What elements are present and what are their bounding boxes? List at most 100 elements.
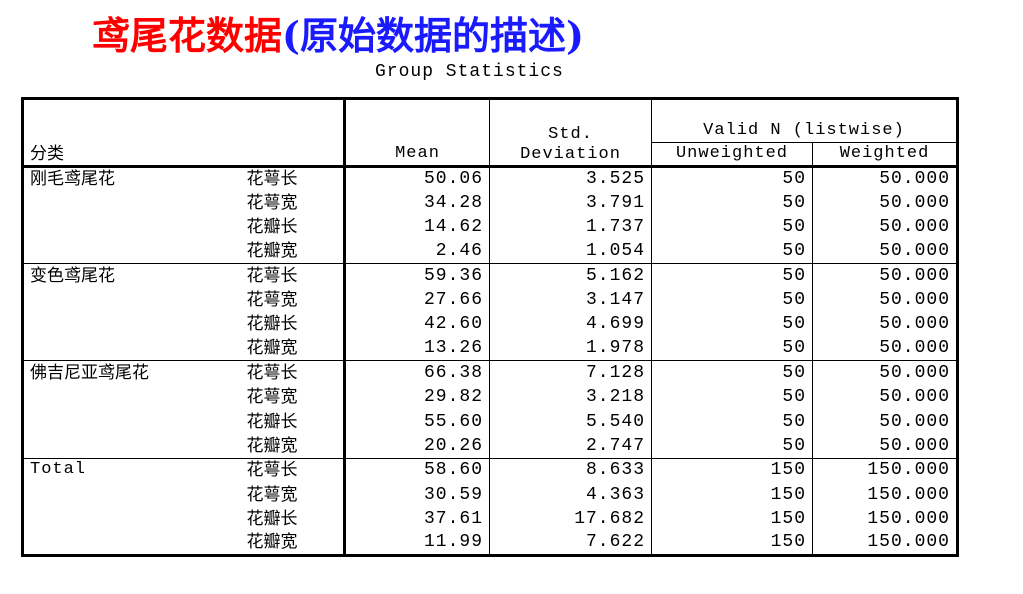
table-row: 花瓣长 55.60 5.540 50 50.000 <box>23 409 958 434</box>
unweighted-cell: 50 <box>651 409 813 434</box>
weighted-cell: 50.000 <box>812 287 958 313</box>
header-row-2: Unweighted Weighted <box>23 142 958 167</box>
header-std-line2: Deviation <box>520 145 621 164</box>
mean-cell: 59.36 <box>343 263 490 288</box>
group-name <box>23 288 235 312</box>
std-cell: 4.363 <box>489 482 652 507</box>
weighted-cell: 150.000 <box>812 530 958 556</box>
std-cell: 17.682 <box>489 506 652 531</box>
header-row-1: 分类 Mean Std. Deviation Valid N (listwise) <box>23 98 958 167</box>
table-row: 花瓣长 37.61 17.682 150 150.000 <box>23 506 958 531</box>
group-name: Total <box>22 457 235 483</box>
weighted-cell: 50.000 <box>812 239 958 264</box>
group-statistics-table: 分类 Mean Std. Deviation Valid N (listwise)… <box>21 97 959 557</box>
table-row: 花萼宽 30.59 4.363 150 150.000 <box>23 482 958 507</box>
table-row: 花萼宽 27.66 3.147 50 50.000 <box>23 287 958 313</box>
std-cell: 4.699 <box>489 312 652 337</box>
group-name <box>23 531 235 555</box>
std-cell: 7.622 <box>489 530 652 556</box>
mean-cell: 20.26 <box>343 433 490 459</box>
weighted-cell: 50.000 <box>812 190 958 216</box>
group-name <box>23 434 235 458</box>
std-cell: 3.218 <box>489 385 652 410</box>
table-row: 花萼宽 34.28 3.791 50 50.000 <box>23 190 958 216</box>
slide-title: 鸢尾花数据(原始数据的描述) <box>92 12 584 60</box>
weighted-cell: 50.000 <box>812 433 958 459</box>
title-subtitle: (原始数据的描述) <box>282 13 584 58</box>
variable-name: 花萼长 <box>234 164 345 191</box>
variable-name: 花萼宽 <box>246 387 298 408</box>
mean-cell: 29.82 <box>343 385 490 410</box>
mean-cell: 66.38 <box>343 360 490 386</box>
table-row: 刚毛鸢尾花 花萼长 50.06 3.525 50 50.000 <box>22 164 958 191</box>
table-row: 花瓣宽 2.46 1.054 50 50.000 <box>23 239 958 264</box>
unweighted-cell: 50 <box>651 263 813 288</box>
weighted-cell: 150.000 <box>812 506 958 531</box>
table-row: 花瓣宽 20.26 2.747 50 50.000 <box>23 433 958 459</box>
mean-cell: 2.46 <box>343 239 490 264</box>
weighted-cell: 50.000 <box>812 164 958 191</box>
unweighted-cell: 50 <box>651 164 813 191</box>
weighted-cell: 50.000 <box>812 263 958 288</box>
group-name <box>23 385 235 409</box>
variable-name: 花瓣长 <box>246 411 298 432</box>
group-name <box>23 239 235 263</box>
variable-name: 花萼长 <box>234 360 345 386</box>
mean-cell: 42.60 <box>343 312 490 337</box>
group-name: 变色鸢尾花 <box>22 263 235 288</box>
table-row: 佛吉尼亚鸢尾花 花萼长 66.38 7.128 50 50.000 <box>22 360 958 386</box>
mean-cell: 37.61 <box>343 506 490 531</box>
table-row: 花瓣长 42.60 4.699 50 50.000 <box>23 312 958 337</box>
variable-name: 花萼长 <box>234 457 345 483</box>
std-cell: 7.128 <box>489 360 652 386</box>
header-weighted: Weighted <box>812 142 958 167</box>
variable-name: 花瓣长 <box>246 217 298 238</box>
variable-name: 花瓣宽 <box>246 532 298 553</box>
unweighted-cell: 50 <box>651 190 813 216</box>
variable-name: 花萼宽 <box>246 484 298 505</box>
table-row: 变色鸢尾花 花萼长 59.36 5.162 50 50.000 <box>22 263 958 288</box>
header-group: 分类 <box>30 144 64 164</box>
header-mean: Mean <box>343 98 490 167</box>
table-row: 花瓣宽 13.26 1.978 50 50.000 <box>23 336 958 361</box>
variable-name: 花瓣长 <box>246 508 298 529</box>
std-cell: 3.525 <box>489 164 652 191</box>
variable-name: 花瓣宽 <box>246 241 298 262</box>
std-cell: 1.737 <box>489 215 652 240</box>
table-row: Total 花萼长 58.60 8.633 150 150.000 <box>22 457 958 483</box>
group-name <box>23 482 235 506</box>
unweighted-cell: 50 <box>651 385 813 410</box>
mean-cell: 27.66 <box>343 287 490 313</box>
std-cell: 3.791 <box>489 190 652 216</box>
variable-name: 花瓣宽 <box>246 338 298 359</box>
mean-cell: 50.06 <box>343 164 490 191</box>
variable-name: 花萼宽 <box>246 192 298 213</box>
std-cell: 8.633 <box>489 457 652 483</box>
unweighted-cell: 50 <box>651 336 813 361</box>
weighted-cell: 50.000 <box>812 409 958 434</box>
unweighted-cell: 150 <box>651 482 813 507</box>
header-std: Std. Deviation <box>489 98 652 167</box>
table-caption: Group Statistics <box>375 62 564 82</box>
mean-cell: 58.60 <box>343 457 490 483</box>
std-cell: 3.147 <box>489 287 652 313</box>
weighted-cell: 50.000 <box>812 312 958 337</box>
weighted-cell: 150.000 <box>812 482 958 507</box>
mean-cell: 55.60 <box>343 409 490 434</box>
unweighted-cell: 50 <box>651 433 813 459</box>
group-name <box>23 215 235 239</box>
std-cell: 2.747 <box>489 433 652 459</box>
variable-name: 花瓣宽 <box>246 435 298 456</box>
group-name: 刚毛鸢尾花 <box>22 164 235 191</box>
table-row: 花瓣长 14.62 1.737 50 50.000 <box>23 215 958 240</box>
weighted-cell: 150.000 <box>812 457 958 483</box>
mean-cell: 34.28 <box>343 190 490 216</box>
table-row: 花萼宽 29.82 3.218 50 50.000 <box>23 385 958 410</box>
unweighted-cell: 150 <box>651 506 813 531</box>
weighted-cell: 50.000 <box>812 360 958 386</box>
header-valid-n: Valid N (listwise) <box>651 98 958 143</box>
mean-cell: 11.99 <box>343 530 490 556</box>
table-row: 花瓣宽 11.99 7.622 150 150.000 <box>23 530 958 556</box>
unweighted-cell: 50 <box>651 312 813 337</box>
group-name <box>23 312 235 336</box>
